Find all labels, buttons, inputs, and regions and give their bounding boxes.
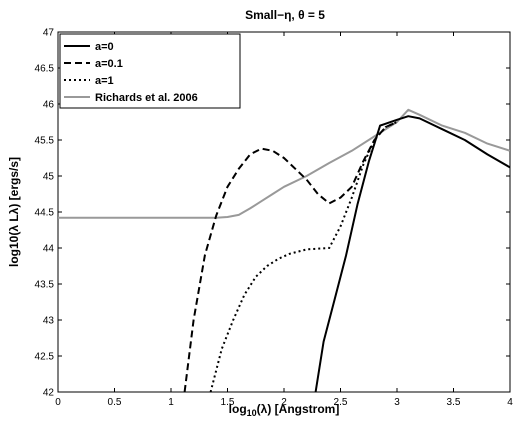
series-line-richards-et-al-2006 bbox=[58, 108, 510, 219]
legend: a=0 a=0.1 a=1 Richards et al. 2006 bbox=[59, 33, 241, 109]
y-tick-label: 42 bbox=[43, 388, 55, 399]
y-tick-label: 45 bbox=[43, 172, 55, 183]
y-tick-label: 46 bbox=[43, 100, 55, 111]
legend-label: a=0 bbox=[95, 41, 114, 53]
x-tick-label: 1.5 bbox=[221, 397, 235, 408]
series-line-a-0 bbox=[314, 115, 510, 392]
y-title-text: log10(λ Lλ) [ergs/s] bbox=[7, 157, 21, 267]
legend-label: Richards et al. 2006 bbox=[95, 92, 198, 104]
y-tick-label: 42.5 bbox=[35, 352, 55, 363]
x-tick-label: 1 bbox=[168, 397, 174, 408]
legend-label: a=0.1 bbox=[95, 58, 123, 70]
svg-text:log10(λ) [Angstrom]: log10(λ) [Angstrom] bbox=[229, 402, 340, 418]
y-tick-label: 44.5 bbox=[35, 208, 55, 219]
x-title-rest: (λ) [Angstrom] bbox=[257, 402, 340, 416]
chart-title: Small−η, θ = 5 bbox=[245, 8, 325, 22]
x-tick-label: 0.5 bbox=[108, 397, 122, 408]
x-tick-label: 2.5 bbox=[334, 397, 348, 408]
y-tick-label: 47 bbox=[43, 28, 55, 39]
axis-ticks: 0 0.5 1 1.5 2 2.5 3 3.5 4 42 42.5 43 43.5 44 44.5 45 45.… bbox=[35, 28, 514, 409]
legend-label: a=1 bbox=[95, 75, 114, 87]
y-tick-label: 43 bbox=[43, 316, 55, 327]
x-tick-label: 4 bbox=[507, 397, 513, 408]
x-axis-title: log10(λ) [Angstrom] bbox=[229, 402, 340, 418]
x-title-subscript: 10 bbox=[247, 408, 257, 418]
x-tick-label: 2 bbox=[281, 397, 287, 408]
y-axis-title: log10(λ Lλ) [ergs/s] bbox=[7, 157, 21, 267]
y-tick-label: 44 bbox=[43, 244, 55, 255]
y-tick-label: 43.5 bbox=[35, 280, 55, 291]
series-lines bbox=[58, 108, 510, 392]
y-tick-label: 46.5 bbox=[35, 64, 55, 75]
x-tick-label: 0 bbox=[55, 397, 61, 408]
x-tick-label: 3.5 bbox=[447, 397, 461, 408]
y-tick-label: 45.5 bbox=[35, 136, 55, 147]
x-tick-label: 3 bbox=[394, 397, 400, 408]
series-line-a-0-1 bbox=[183, 121, 398, 392]
